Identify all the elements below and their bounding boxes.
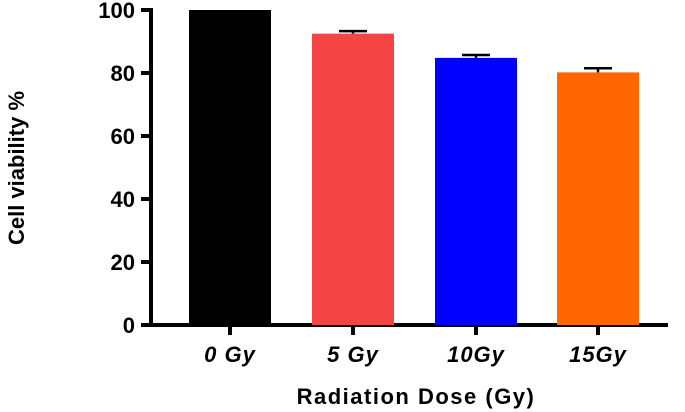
- y-tick-label-80: 80: [111, 61, 135, 86]
- x-tick-label-4: 15Gy: [569, 342, 628, 367]
- plot-area: 0 20 40 60 80 100 0 Gy 5 Gy 10Gy 15Gy: [98, 0, 668, 367]
- bar-3: [435, 57, 517, 325]
- x-axis-title: Radiation Dose (Gy): [297, 384, 536, 409]
- bar-2: [312, 33, 394, 325]
- y-tick-label-40: 40: [111, 187, 135, 212]
- bar-1: [189, 10, 271, 325]
- x-tick-label-2: 5 Gy: [327, 342, 379, 367]
- y-tick-label-20: 20: [111, 250, 135, 275]
- x-tick-label-3: 10Gy: [447, 342, 506, 367]
- y-tick-label-60: 60: [111, 124, 135, 149]
- y-tick-label-100: 100: [98, 0, 135, 23]
- x-tick-label-1: 0 Gy: [204, 342, 256, 367]
- y-axis-title: Cell viability %: [4, 91, 29, 245]
- bar-4: [557, 72, 639, 326]
- y-tick-label-0: 0: [123, 313, 135, 338]
